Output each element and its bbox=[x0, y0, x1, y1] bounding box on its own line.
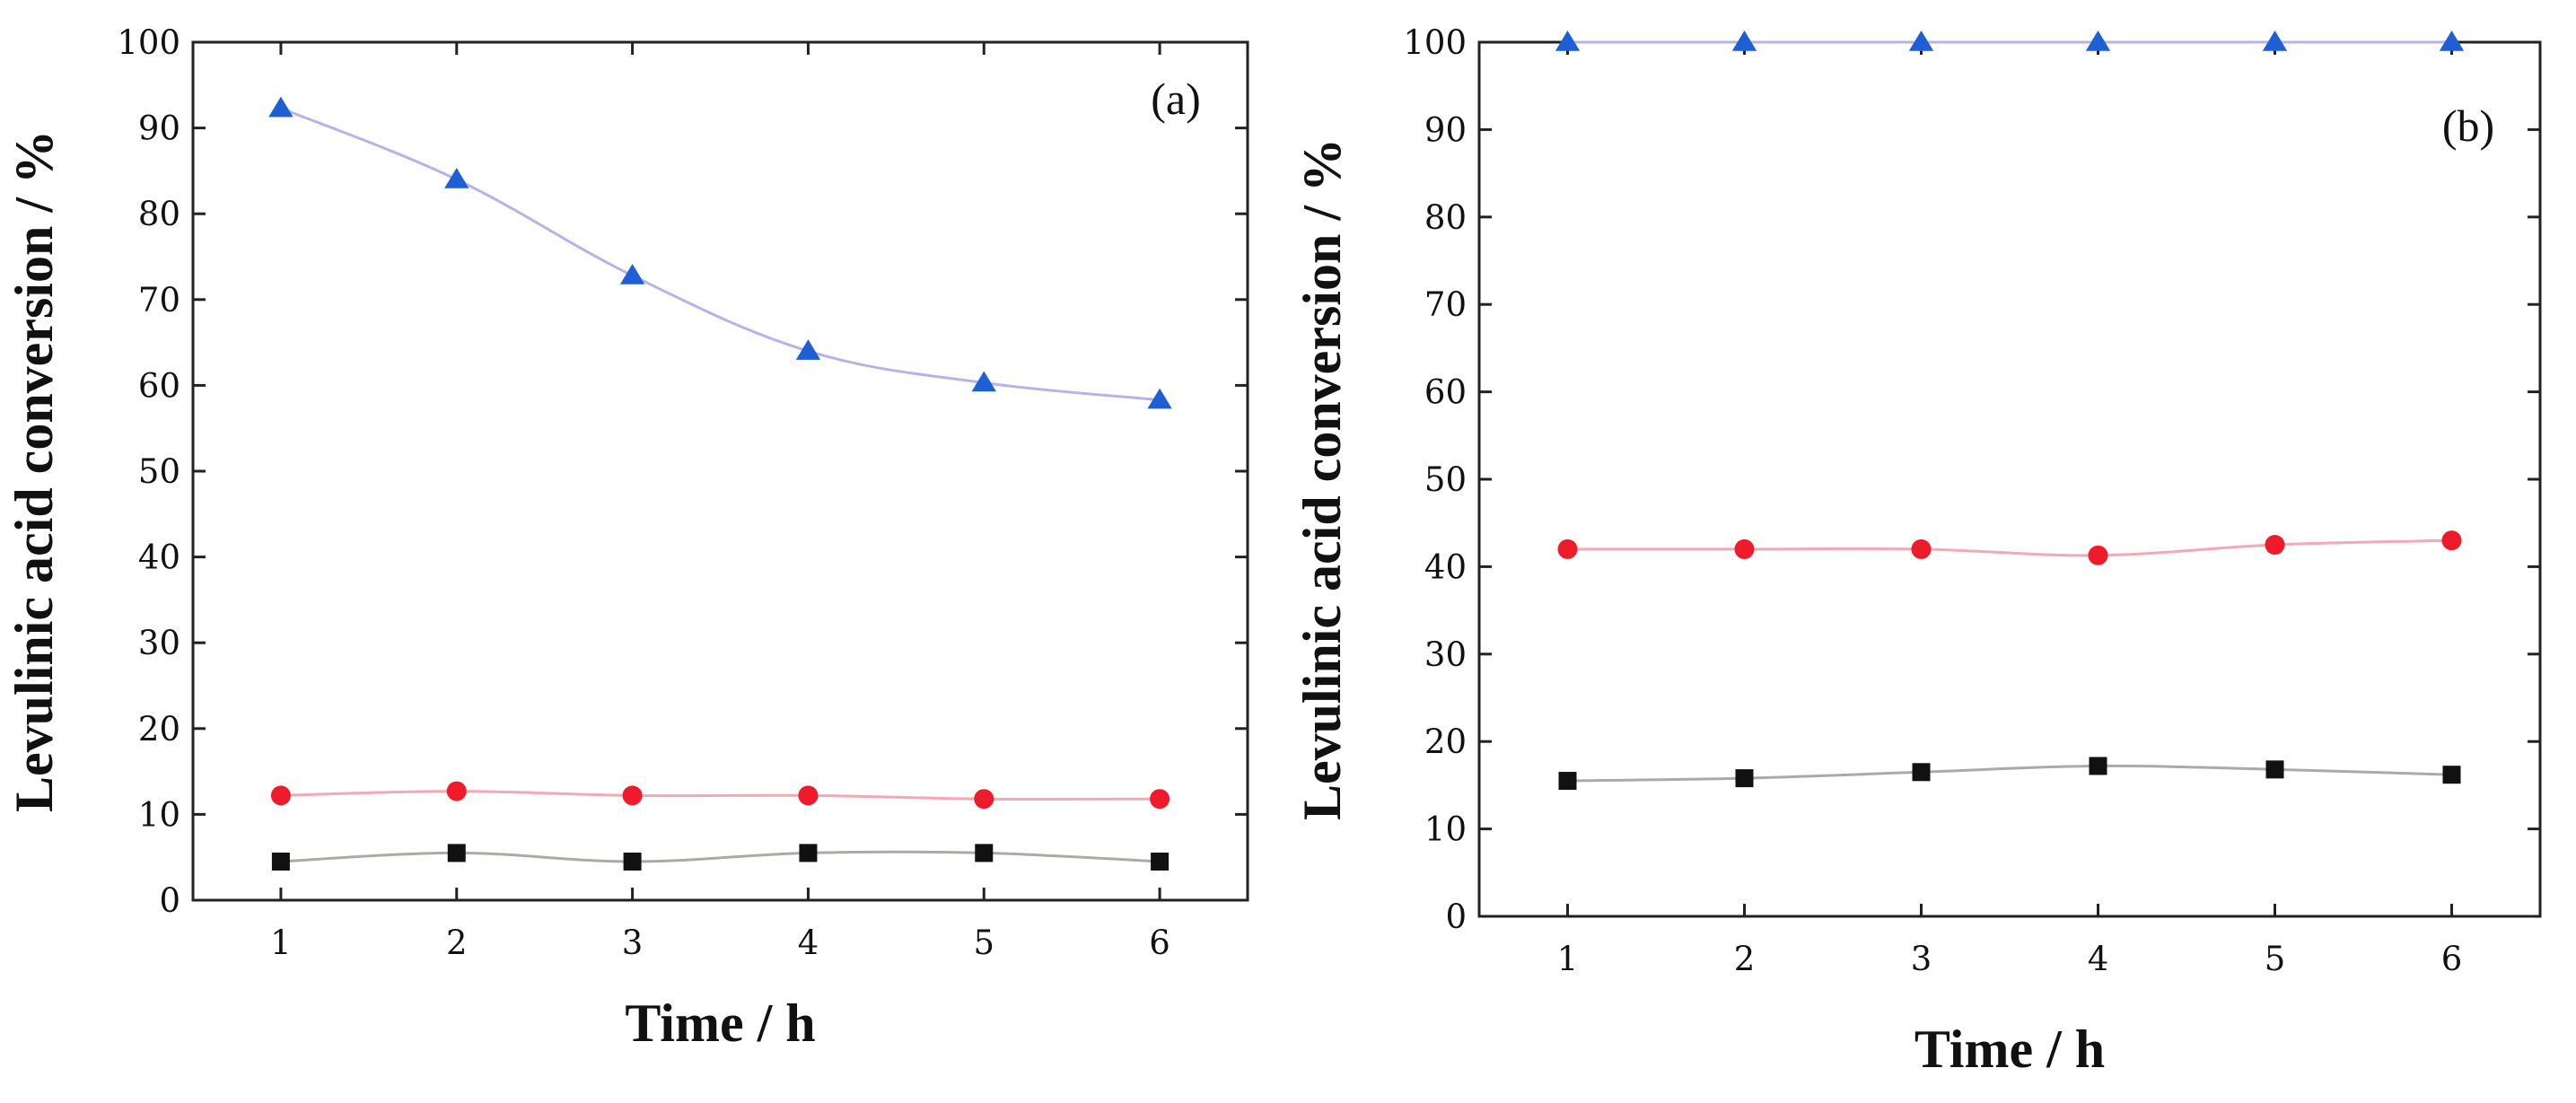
x-tick-label: 5 bbox=[973, 924, 994, 962]
data-point-red-circle bbox=[2441, 530, 2462, 551]
y-tick-label: 30 bbox=[1424, 635, 1467, 674]
x-tick-label: 3 bbox=[622, 924, 644, 962]
data-point-red-circle bbox=[1734, 538, 1755, 559]
series-line-black-square bbox=[280, 850, 1161, 863]
data-point-black-square bbox=[1558, 772, 1577, 791]
y-tick-label: 70 bbox=[138, 281, 180, 320]
y-tick-label: 10 bbox=[1424, 810, 1467, 849]
data-point-red-circle bbox=[270, 785, 291, 806]
data-point-red-circle bbox=[798, 785, 819, 806]
data-point-blue-triangle bbox=[1555, 31, 1581, 51]
x-tick-label: 2 bbox=[1734, 940, 1756, 978]
y-tick-label: 60 bbox=[138, 366, 180, 405]
y-tick-label: 50 bbox=[1424, 460, 1467, 499]
data-point-black-square bbox=[2442, 766, 2461, 784]
x-tick-label: 6 bbox=[2441, 940, 2463, 978]
x-tick-label: 5 bbox=[2265, 940, 2286, 978]
y-tick-label: 40 bbox=[138, 538, 180, 577]
data-point-red-circle bbox=[2088, 545, 2108, 565]
panel-label: (a) bbox=[1151, 74, 1201, 124]
y-tick-label: 0 bbox=[1445, 897, 1467, 936]
y-tick-label: 80 bbox=[1424, 198, 1467, 237]
data-point-black-square bbox=[799, 844, 818, 862]
data-point-black-square bbox=[2089, 757, 2107, 775]
y-tick-label: 40 bbox=[1424, 547, 1467, 586]
data-point-black-square bbox=[1912, 763, 1931, 782]
x-tick-label: 6 bbox=[1149, 924, 1170, 962]
data-point-red-circle bbox=[1911, 538, 1932, 559]
y-tick-label: 70 bbox=[1424, 285, 1467, 324]
data-point-red-circle bbox=[974, 789, 994, 810]
y-axis-title: Levulinic acid conversion / % bbox=[4, 130, 64, 812]
series-line-blue-triangle bbox=[280, 107, 1161, 402]
data-point-red-circle bbox=[2265, 535, 2285, 556]
y-tick-label: 100 bbox=[117, 23, 180, 62]
x-axis-title: Time / h bbox=[1914, 1020, 2105, 1079]
data-point-black-square bbox=[1151, 852, 1170, 871]
plot-frame bbox=[191, 40, 1249, 902]
data-point-blue-triangle bbox=[1731, 31, 1757, 51]
data-point-red-circle bbox=[1557, 538, 1578, 559]
y-tick-label: 90 bbox=[1424, 110, 1467, 149]
plot-frame bbox=[1477, 40, 2542, 918]
data-point-blue-triangle bbox=[2439, 31, 2465, 51]
data-point-blue-triangle bbox=[268, 96, 294, 118]
data-point-black-square bbox=[1735, 769, 1754, 788]
panel-b: 0 10 20 30 40 50 60 70 80 90 100 1 2 3 4 5 6 Time / h Levu… bbox=[1292, 23, 2542, 1079]
y-axis-title: Levulinic acid conversion / % bbox=[1292, 138, 1352, 820]
data-point-blue-triangle bbox=[444, 167, 469, 188]
data-point-red-circle bbox=[1150, 789, 1170, 810]
panel-label: (b) bbox=[2442, 101, 2494, 151]
data-point-blue-triangle bbox=[2085, 31, 2111, 51]
y-tick-label: 80 bbox=[138, 195, 180, 233]
x-tick-label: 4 bbox=[798, 924, 819, 962]
data-point-black-square bbox=[975, 844, 994, 862]
series-line-red-circle bbox=[1567, 538, 2452, 557]
y-tick-label: 90 bbox=[138, 109, 180, 148]
data-point-black-square bbox=[623, 852, 642, 871]
data-point-black-square bbox=[2265, 760, 2284, 779]
data-point-blue-triangle bbox=[795, 339, 821, 360]
x-tick-label: 2 bbox=[446, 924, 468, 962]
x-tick-label: 1 bbox=[270, 924, 292, 962]
y-tick-label: 10 bbox=[138, 795, 180, 834]
y-tick-label: 20 bbox=[138, 710, 180, 748]
x-tick-label: 1 bbox=[1557, 940, 1579, 978]
data-point-blue-triangle bbox=[971, 371, 996, 392]
y-tick-label: 20 bbox=[1424, 722, 1467, 761]
series-line-red-circle bbox=[280, 790, 1161, 801]
series-line-black-square bbox=[1567, 764, 2452, 783]
x-tick-label: 3 bbox=[1911, 940, 1932, 978]
panel-a: 0 10 20 30 40 50 60 70 80 90 100 1 2 3 4 5 6 Time / h Levu… bbox=[4, 23, 1249, 1053]
data-point-blue-triangle bbox=[2262, 31, 2288, 51]
data-point-black-square bbox=[271, 852, 290, 871]
y-tick-label: 100 bbox=[1403, 23, 1467, 62]
data-point-black-square bbox=[447, 844, 466, 862]
data-point-red-circle bbox=[622, 785, 643, 806]
y-tick-label: 50 bbox=[138, 452, 180, 491]
y-tick-label: 60 bbox=[1424, 373, 1467, 412]
y-tick-label: 0 bbox=[159, 881, 180, 920]
data-point-blue-triangle bbox=[1147, 388, 1172, 409]
x-tick-label: 4 bbox=[2088, 940, 2109, 978]
y-tick-label: 30 bbox=[138, 624, 180, 662]
data-point-blue-triangle bbox=[1908, 31, 1934, 51]
data-point-blue-triangle bbox=[619, 264, 645, 285]
data-point-red-circle bbox=[446, 781, 467, 801]
x-axis-title: Time / h bbox=[625, 994, 815, 1053]
